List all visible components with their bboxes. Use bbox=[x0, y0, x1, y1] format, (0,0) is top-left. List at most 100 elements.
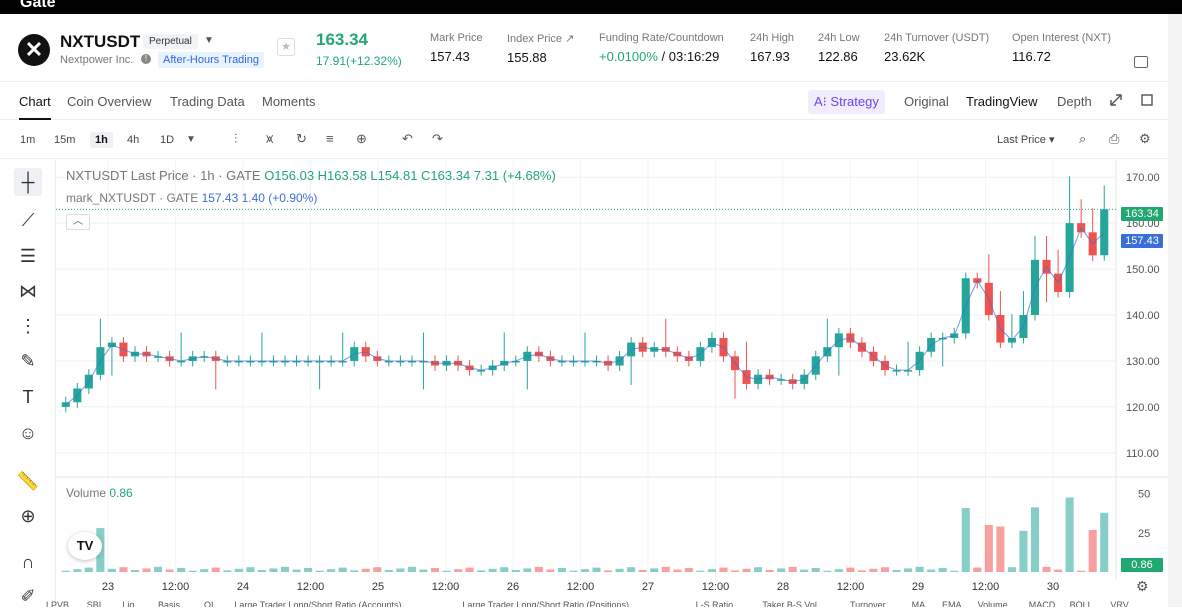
chart-settings-icon[interactable]: ⚙ bbox=[1136, 578, 1149, 594]
volume-bar bbox=[442, 570, 451, 572]
symbol-name[interactable]: NXTUSDT bbox=[60, 32, 141, 51]
volume-tag: 0.86 bbox=[1121, 558, 1163, 572]
search-icon[interactable]: ⌕ bbox=[1079, 131, 1087, 146]
volume-bar bbox=[592, 567, 601, 572]
volume-bar bbox=[904, 568, 913, 572]
company-name: Nextpower Inc. bbox=[60, 54, 134, 66]
candle-body bbox=[396, 360, 405, 363]
timeframe-15m[interactable]: 15m bbox=[54, 134, 76, 146]
timeframe-4h[interactable]: 4h bbox=[127, 134, 140, 146]
stat-value: 167.93 bbox=[750, 49, 790, 64]
volume-tick-label: 50 bbox=[1138, 489, 1150, 501]
zoom-in-icon[interactable]: ⊕ bbox=[20, 506, 36, 526]
favorite-star-icon[interactable]: ★ bbox=[277, 38, 295, 56]
volume-bar bbox=[938, 568, 947, 572]
chevron-down-icon[interactable]: ▼ bbox=[204, 35, 214, 46]
indicator-tab[interactable]: LPVB bbox=[46, 600, 70, 607]
indicator-tab[interactable]: Turnover bbox=[850, 600, 886, 607]
gear-icon[interactable]: ⚙ bbox=[1139, 131, 1151, 146]
price-chart[interactable]: 170.00 160.00 150.00 140.00 130.00 120.00 110.… bbox=[56, 160, 1168, 598]
tab-coin-overview[interactable]: Coin Overview bbox=[67, 94, 152, 109]
timeframe-1h[interactable]: 1h bbox=[90, 132, 113, 148]
funding-rate-value[interactable]: +0.0100% bbox=[599, 49, 658, 64]
view-depth[interactable]: Depth bbox=[1057, 94, 1092, 109]
fullscreen-icon[interactable] bbox=[1141, 94, 1153, 106]
fib-icon[interactable]: ⋮ bbox=[19, 316, 37, 336]
stat-label[interactable]: Index Price ↗ bbox=[507, 33, 575, 45]
redo-icon[interactable]: ↷ bbox=[432, 131, 443, 146]
stat-index-price[interactable]: Index Price ↗ 155.88 bbox=[507, 32, 574, 65]
volume-bar bbox=[765, 569, 774, 572]
indicator-tab[interactable]: MACD bbox=[1028, 600, 1056, 607]
volume-bar bbox=[1019, 530, 1028, 572]
camera-icon[interactable]: ⎙ bbox=[1109, 131, 1120, 146]
lock-draw-icon[interactable]: ✐ bbox=[20, 586, 36, 606]
timeframe-1m[interactable]: 1m bbox=[20, 134, 36, 146]
candle-body bbox=[511, 360, 520, 363]
indicator-tab[interactable]: SBI bbox=[86, 600, 102, 607]
undo-icon[interactable]: ↶ bbox=[402, 131, 413, 146]
timeframe-dropdown-icon[interactable]: ▼ bbox=[186, 134, 196, 145]
add-indicator-icon[interactable]: ⊕ bbox=[356, 131, 367, 146]
magnet-icon[interactable]: ∩ bbox=[21, 552, 35, 572]
candle-type-icon[interactable]: ⫶ bbox=[234, 131, 238, 146]
collapse-legend-button[interactable]: ︿ bbox=[66, 214, 90, 230]
volume-bar bbox=[638, 569, 647, 572]
indicator-tab[interactable]: VRV bbox=[1110, 600, 1129, 607]
volume-bar bbox=[1065, 497, 1074, 572]
indicator-tab[interactable]: Volume bbox=[977, 600, 1008, 607]
indicator-tab[interactable]: MA bbox=[911, 600, 926, 607]
tradingview-logo[interactable]: TV bbox=[68, 532, 102, 560]
tab-trading-data[interactable]: Trading Data bbox=[170, 94, 245, 109]
indicator-tab[interactable]: BOLL bbox=[1069, 600, 1093, 607]
stat-24h-low: 24h Low 122.86 bbox=[818, 32, 860, 64]
horizontal-lines-icon[interactable]: ☰ bbox=[19, 246, 37, 266]
stat-label: 24h Low bbox=[818, 32, 860, 44]
tab-moments[interactable]: Moments bbox=[262, 94, 316, 109]
tab-chart[interactable]: Chart bbox=[19, 94, 51, 120]
stat-value: 157.43 bbox=[430, 49, 470, 64]
crosshair-icon[interactable]: ┼ bbox=[14, 168, 42, 196]
indicator-tab[interactable]: OI bbox=[204, 600, 214, 607]
text-icon[interactable]: T bbox=[22, 387, 34, 407]
timeframe-1d[interactable]: 1D bbox=[160, 134, 175, 146]
gate-logo[interactable]: Gate bbox=[20, 0, 56, 11]
indicators-icon[interactable]: ⩙ bbox=[266, 131, 274, 146]
strategy-button[interactable]: A⁝ Strategy bbox=[808, 90, 885, 114]
volume-bar bbox=[927, 569, 936, 572]
volume-bar bbox=[327, 569, 336, 572]
view-original[interactable]: Original bbox=[904, 94, 949, 109]
volume-bar bbox=[361, 568, 370, 572]
candle-body bbox=[477, 370, 486, 372]
volume-bar bbox=[454, 569, 463, 572]
info-icon[interactable]: ! bbox=[141, 54, 151, 64]
market-header: ✕ NXTUSDT Perpetual ▼ Nextpower Inc. ! A… bbox=[0, 14, 1182, 82]
expand-icon[interactable] bbox=[1110, 94, 1122, 106]
pattern-icon[interactable]: ⋈ bbox=[19, 281, 37, 301]
indicator-tab[interactable]: Liq bbox=[122, 600, 135, 607]
page-scrollbar[interactable] bbox=[1168, 14, 1182, 607]
volume-legend: Volume 0.86 bbox=[66, 486, 133, 500]
trendline-icon[interactable]: ⟋ bbox=[21, 210, 35, 230]
stat-value: 122.86 bbox=[818, 49, 858, 64]
indicator-tab[interactable]: L-S Ratio bbox=[695, 600, 734, 607]
volume-bar bbox=[84, 567, 93, 572]
volume-bar bbox=[534, 566, 543, 572]
view-tradingview[interactable]: TradingView bbox=[966, 94, 1038, 109]
indicator-tab[interactable]: Large Trader Long/Short Ratio (Accounts) bbox=[234, 600, 402, 607]
book-icon[interactable] bbox=[1134, 56, 1148, 68]
replay-icon[interactable]: ↻ bbox=[296, 131, 307, 146]
indicator-tab[interactable]: Large Trader Long/Short Ratio (Positions… bbox=[462, 600, 629, 607]
price-type-label: Last Price bbox=[997, 134, 1046, 146]
y-tick-label: 110.00 bbox=[1126, 448, 1159, 460]
ruler-icon[interactable]: 📏 bbox=[16, 471, 40, 491]
price-type-select[interactable]: Last Price ▾ bbox=[997, 133, 1055, 146]
indicator-tab[interactable]: EMA bbox=[942, 600, 962, 607]
indicator-tab[interactable]: Basis bbox=[158, 600, 181, 607]
brush-icon[interactable]: ✎ bbox=[20, 351, 36, 371]
indicator-tab[interactable]: Taker B-S Vol bbox=[762, 600, 817, 607]
volume-bar bbox=[811, 568, 820, 572]
volume-bar bbox=[569, 570, 578, 572]
templates-icon[interactable]: ≡ bbox=[326, 131, 334, 146]
emoji-icon[interactable]: ☺ bbox=[18, 423, 38, 443]
